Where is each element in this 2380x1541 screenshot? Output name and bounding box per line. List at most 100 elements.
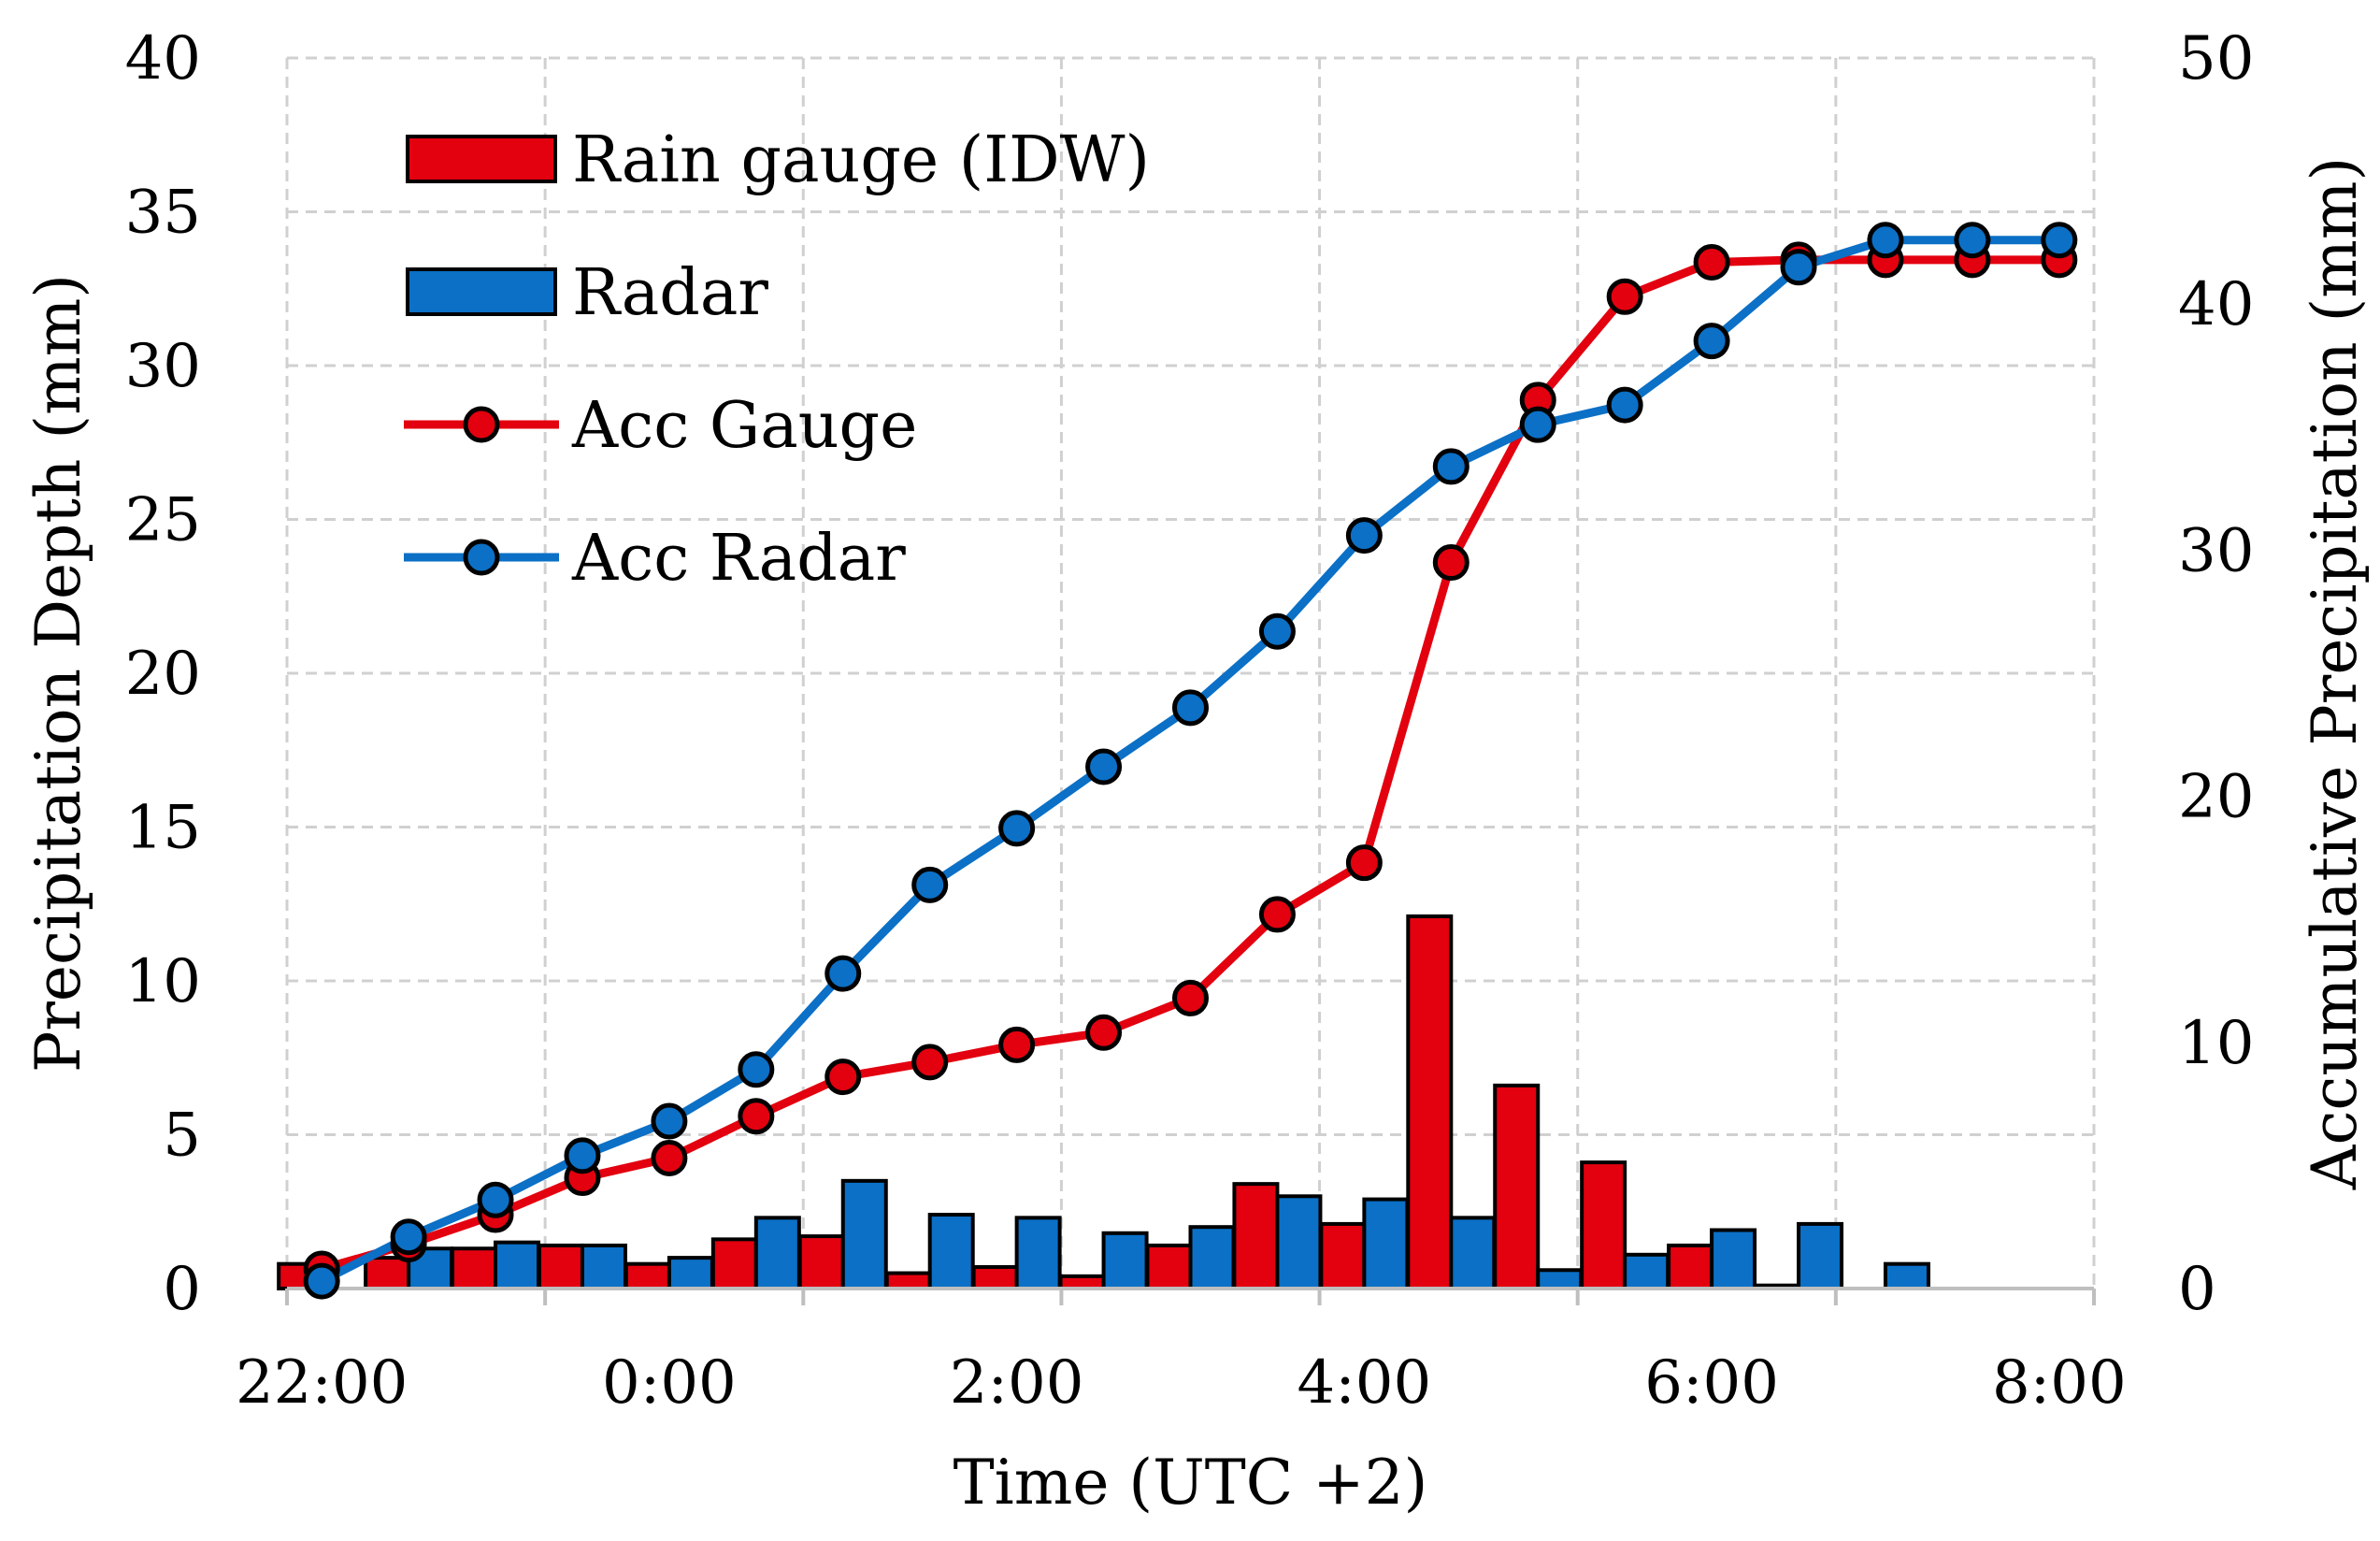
bar-radar bbox=[927, 1213, 975, 1291]
acc-radar-point bbox=[911, 866, 949, 903]
acc-gauge-point bbox=[1345, 844, 1383, 882]
acc-gauge-point bbox=[1085, 1014, 1123, 1051]
y2-tick-label: 50 bbox=[2178, 24, 2254, 94]
legend-radar-label: Radar bbox=[572, 256, 768, 330]
x-axis-title: Time (UTC +2) bbox=[953, 1447, 1428, 1519]
acc-radar-point bbox=[477, 1181, 514, 1218]
acc-radar-point bbox=[1693, 323, 1730, 360]
legend-acc-radar-label: Acc Radar bbox=[571, 522, 906, 596]
bar-radar bbox=[1014, 1216, 1062, 1290]
legend-rain-gauge-label: Rain gauge (IDW) bbox=[572, 123, 1150, 197]
bar-gauge bbox=[1406, 914, 1454, 1290]
acc-radar-point bbox=[1258, 612, 1296, 650]
acc-gauge-point bbox=[911, 1044, 949, 1081]
x-tick-label: 4:00 bbox=[1298, 1348, 1432, 1418]
legend-rain-gauge-swatch bbox=[406, 135, 557, 183]
bar-gauge bbox=[884, 1271, 932, 1291]
acc-radar-point bbox=[1606, 386, 1643, 424]
bar-radar bbox=[580, 1243, 627, 1290]
acc-radar-point bbox=[651, 1102, 688, 1140]
y2-axis-title: Accumulative Precipitation (mm) bbox=[2299, 157, 2371, 1190]
bar-gauge bbox=[1580, 1160, 1627, 1290]
acc-radar-point bbox=[303, 1262, 340, 1300]
acc-gauge-point bbox=[1258, 896, 1296, 933]
acc-gauge-point bbox=[1432, 544, 1470, 582]
acc-radar-point bbox=[1780, 249, 1817, 286]
bar-gauge bbox=[364, 1256, 411, 1290]
acc-radar-point bbox=[1432, 448, 1470, 485]
x-tick-label: 22:00 bbox=[236, 1348, 408, 1418]
acc-gauge-point bbox=[998, 1026, 1036, 1063]
acc-radar-point bbox=[1172, 689, 1209, 727]
grid-lines bbox=[285, 56, 2096, 1289]
tick-labels: 0 5 10 15 20 25 30 35 40 0 10 20 30 40 50 22:00 0:00 2:00… bbox=[125, 24, 2255, 1418]
bar-radar bbox=[1797, 1221, 1844, 1291]
bar-gauge bbox=[1319, 1221, 1367, 1291]
acc-radar-point bbox=[2041, 222, 2078, 259]
acc-gauge-point bbox=[1606, 278, 1643, 315]
bar-gauge bbox=[971, 1264, 1019, 1290]
legend-radar-swatch bbox=[406, 267, 557, 316]
bar-radar bbox=[1101, 1231, 1149, 1291]
acc-gauge-point bbox=[824, 1059, 862, 1096]
bar-radar bbox=[753, 1216, 801, 1290]
legend-acc-gauge-label: Acc Gauge bbox=[571, 389, 917, 463]
bar-radar bbox=[1449, 1216, 1497, 1290]
y-tick-label: 0 bbox=[163, 1255, 201, 1324]
bar-radar bbox=[1362, 1197, 1410, 1290]
bar-gauge bbox=[1145, 1243, 1193, 1290]
axes bbox=[285, 1287, 2096, 1305]
x-tick-label: 6:00 bbox=[1644, 1348, 1779, 1418]
acc-radar-point bbox=[738, 1051, 775, 1088]
y2-tick-label: 0 bbox=[2178, 1255, 2216, 1324]
y-axis-title: Precipitation Depth (mm) bbox=[22, 274, 94, 1073]
bar-gauge bbox=[451, 1246, 498, 1290]
bar-gauge bbox=[537, 1243, 584, 1290]
y-tick-label: 5 bbox=[163, 1102, 201, 1171]
acc-radar-point bbox=[1085, 748, 1123, 785]
legend: Rain gauge (IDW) Radar Acc Gauge Acc Radar bbox=[404, 123, 1150, 596]
y-tick-label: 35 bbox=[125, 179, 201, 248]
y-tick-label: 15 bbox=[125, 794, 201, 863]
legend-acc-gauge-marker bbox=[463, 406, 500, 443]
bar-radar bbox=[1536, 1268, 1584, 1291]
acc-radar-point bbox=[564, 1137, 601, 1174]
acc-gauge-point bbox=[1172, 979, 1209, 1016]
acc-gauge-point bbox=[1693, 243, 1730, 281]
bar-gauge bbox=[1493, 1083, 1541, 1290]
y2-tick-label: 30 bbox=[2178, 516, 2254, 585]
bar-series bbox=[277, 914, 1930, 1291]
y-tick-label: 25 bbox=[125, 486, 201, 555]
y2-tick-label: 40 bbox=[2178, 270, 2254, 339]
bar-radar bbox=[1623, 1252, 1670, 1291]
y-tick-label: 10 bbox=[125, 947, 201, 1016]
bar-radar bbox=[667, 1256, 714, 1290]
acc-radar-point bbox=[1345, 517, 1383, 554]
acc-radar-point bbox=[1519, 406, 1556, 443]
bar-gauge bbox=[1667, 1243, 1714, 1290]
y-tick-label: 40 bbox=[125, 24, 201, 94]
bar-radar bbox=[1188, 1225, 1236, 1290]
acc-radar-point bbox=[1954, 222, 1991, 259]
bar-gauge bbox=[797, 1234, 845, 1290]
bar-gauge bbox=[1232, 1182, 1280, 1291]
acc-radar-point bbox=[1867, 222, 1904, 259]
legend-acc-radar-marker bbox=[463, 539, 500, 576]
acc-radar-point bbox=[390, 1218, 427, 1256]
line-series bbox=[303, 222, 2078, 1300]
x-tick-label: 0:00 bbox=[602, 1348, 737, 1418]
y2-tick-label: 20 bbox=[2178, 763, 2254, 832]
bar-radar bbox=[840, 1178, 888, 1290]
x-tick-label: 2:00 bbox=[950, 1348, 1084, 1418]
y2-tick-label: 10 bbox=[2178, 1009, 2254, 1078]
acc-gauge-point bbox=[738, 1098, 775, 1135]
bar-radar bbox=[1275, 1194, 1323, 1291]
x-tick-label: 8:00 bbox=[1992, 1348, 2127, 1418]
bar-gauge bbox=[624, 1261, 671, 1291]
y-tick-label: 20 bbox=[125, 640, 201, 709]
y-tick-label: 30 bbox=[125, 332, 201, 401]
axis-titles: Time (UTC +2) Precipitation Depth (mm) Acc… bbox=[22, 157, 2371, 1519]
bar-radar bbox=[1710, 1228, 1757, 1290]
acc-gauge-point bbox=[651, 1140, 688, 1177]
